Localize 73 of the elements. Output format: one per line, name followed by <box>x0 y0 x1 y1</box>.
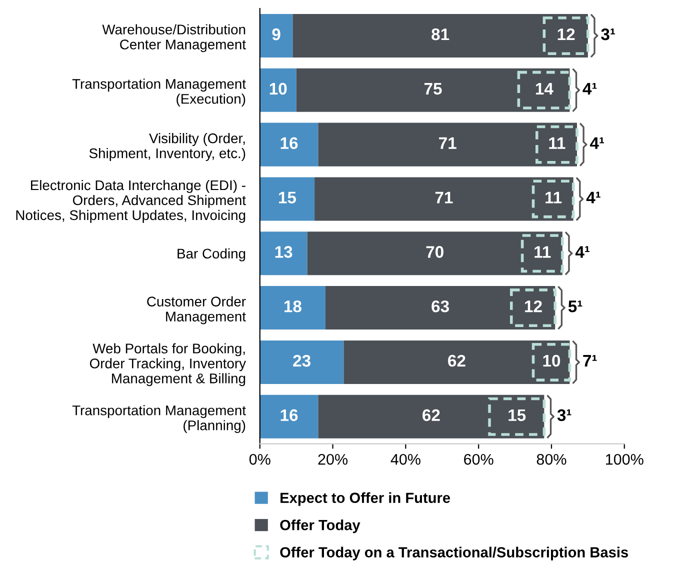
data-label: 12 <box>558 28 575 40</box>
bar <box>532 180 575 218</box>
data-label: 12 <box>525 300 542 312</box>
data-label: 62 <box>448 354 466 367</box>
data-label: 9 <box>272 28 280 40</box>
data-label: 13 <box>275 246 292 258</box>
data-label: 63 <box>432 300 449 312</box>
y-tick-label: Transportation Management (Planning) <box>72 405 246 434</box>
x-tick-label: 40% <box>390 454 420 465</box>
bar <box>260 394 318 438</box>
data-label: 11 <box>534 246 551 258</box>
y-tick-label: Electronic Data Interchange (EDI) - Orders, Advanced Shipment Notices, Shipment Updates, Invoicing <box>16 180 246 223</box>
bar <box>260 286 326 330</box>
bar <box>532 342 572 382</box>
y-tick-label: Customer Order Management <box>147 296 246 324</box>
data-label: 23 <box>293 354 310 367</box>
x-tick-label: 0% <box>249 454 270 465</box>
legend-label: Offer Today <box>280 520 360 534</box>
bar <box>325 286 556 330</box>
y-tick-label: Warehouse/Distribution Center Management <box>102 24 246 52</box>
annotation: 4¹ <box>582 82 597 94</box>
data-label: 62 <box>422 409 440 422</box>
bar <box>296 68 570 112</box>
annotation: 4¹ <box>586 192 600 204</box>
bar <box>517 70 572 110</box>
annotation: 4¹ <box>575 246 590 258</box>
annotation: 3¹ <box>601 28 615 40</box>
data-label: 18 <box>284 300 302 312</box>
x-tick-label: 20% <box>318 454 348 465</box>
bar <box>260 122 318 166</box>
bar <box>318 122 577 166</box>
bar <box>510 288 557 328</box>
bar <box>260 177 315 221</box>
annotation: 7¹ <box>583 355 597 367</box>
legend-label: Offer Today on a Transactional/Subscription Basis <box>280 546 628 560</box>
bar <box>314 177 574 221</box>
bar <box>542 16 590 55</box>
x-tick-label: 100% <box>606 454 644 465</box>
bar <box>344 340 570 384</box>
bar <box>488 397 546 436</box>
y-tick-label: Transportation Management (Execution) <box>72 78 246 107</box>
bar <box>520 234 564 273</box>
data-label: 10 <box>543 354 560 367</box>
data-label: 71 <box>435 192 453 204</box>
bar <box>318 394 544 438</box>
x-tick-label: 60% <box>464 454 494 465</box>
bar <box>260 68 296 112</box>
annotation: 3¹ <box>557 409 572 422</box>
data-label: 11 <box>549 137 566 149</box>
data-label: 16 <box>280 137 298 150</box>
y-tick-label: Bar Coding <box>178 248 246 262</box>
data-label: 11 <box>546 192 562 204</box>
annotation: 5¹ <box>568 300 582 312</box>
data-label: 70 <box>426 246 444 258</box>
bar <box>536 125 578 164</box>
data-label: 71 <box>439 137 456 149</box>
data-label: 81 <box>432 28 450 40</box>
data-label: 14 <box>536 82 554 94</box>
data-label: 15 <box>508 409 526 422</box>
y-tick-label: Visibility (Order, Shipment, Inventory, etc.) <box>89 133 246 161</box>
y-tick-label: Web Portals for Booking, Order Tracking, Inventory Management & Billing <box>90 343 246 386</box>
x-tick-label: 80% <box>536 454 566 465</box>
data-label: 75 <box>424 82 442 95</box>
data-label: 10 <box>270 82 287 95</box>
annotation: 4¹ <box>590 137 604 149</box>
bar <box>260 232 308 276</box>
data-label: 16 <box>280 409 298 422</box>
legend-label: Expect to Offer in Future <box>280 492 450 506</box>
bar <box>260 340 344 384</box>
bar <box>307 232 562 276</box>
bar <box>260 14 293 58</box>
data-label: 15 <box>278 192 296 204</box>
bar <box>292 14 588 58</box>
